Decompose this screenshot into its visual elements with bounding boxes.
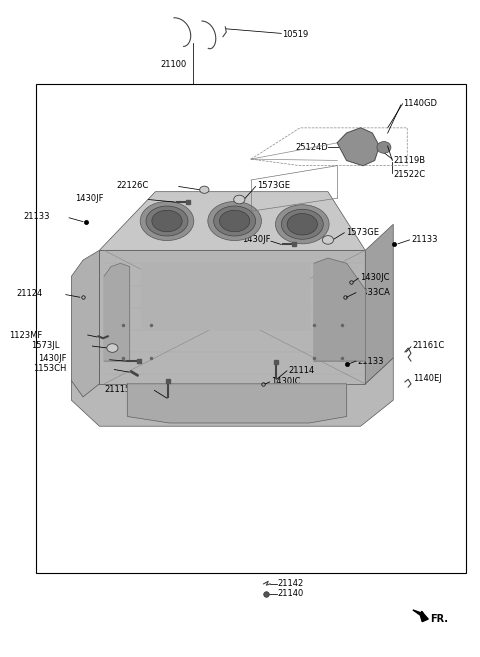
Text: 1430JC: 1430JC bbox=[360, 273, 389, 283]
Text: 21161C: 21161C bbox=[413, 341, 445, 350]
Polygon shape bbox=[365, 224, 393, 384]
Ellipse shape bbox=[146, 206, 188, 236]
Text: 25124D: 25124D bbox=[295, 143, 328, 152]
Polygon shape bbox=[72, 250, 99, 397]
Polygon shape bbox=[314, 258, 365, 361]
Ellipse shape bbox=[200, 186, 209, 193]
Ellipse shape bbox=[208, 202, 262, 240]
Text: 1430JF: 1430JF bbox=[241, 235, 270, 244]
Text: 21133: 21133 bbox=[24, 212, 50, 221]
Polygon shape bbox=[127, 384, 347, 423]
Text: 21133: 21133 bbox=[411, 235, 437, 244]
Text: 21100: 21100 bbox=[160, 60, 186, 69]
Text: 21119B: 21119B bbox=[393, 156, 425, 165]
Ellipse shape bbox=[214, 206, 256, 236]
Text: 10519: 10519 bbox=[282, 30, 309, 39]
Text: 21522C: 21522C bbox=[393, 170, 425, 179]
Text: 1153CH: 1153CH bbox=[33, 365, 67, 373]
Ellipse shape bbox=[140, 202, 194, 240]
Polygon shape bbox=[99, 250, 365, 384]
Ellipse shape bbox=[219, 210, 250, 232]
Ellipse shape bbox=[281, 210, 324, 239]
Ellipse shape bbox=[234, 195, 245, 204]
Polygon shape bbox=[104, 263, 130, 361]
Bar bbox=[36, 84, 466, 573]
Ellipse shape bbox=[276, 205, 329, 244]
Polygon shape bbox=[141, 263, 309, 328]
Text: 1430JC: 1430JC bbox=[271, 377, 300, 386]
Ellipse shape bbox=[377, 141, 391, 153]
Text: 21142: 21142 bbox=[277, 579, 304, 589]
Text: 21124: 21124 bbox=[16, 289, 42, 298]
Ellipse shape bbox=[323, 236, 334, 244]
Text: 21114: 21114 bbox=[288, 366, 314, 374]
Text: 1573JL: 1573JL bbox=[31, 341, 60, 350]
Text: 1573GE: 1573GE bbox=[257, 181, 290, 190]
Text: 1573GE: 1573GE bbox=[346, 227, 379, 237]
Text: 1140GD: 1140GD bbox=[404, 99, 437, 108]
Text: FR.: FR. bbox=[430, 614, 448, 624]
Text: 1140EJ: 1140EJ bbox=[413, 374, 442, 382]
Ellipse shape bbox=[287, 214, 317, 235]
Text: 1123MF: 1123MF bbox=[9, 330, 42, 340]
Ellipse shape bbox=[107, 344, 118, 352]
Text: 21115E: 21115E bbox=[104, 385, 136, 394]
Text: 1430JF: 1430JF bbox=[74, 194, 103, 203]
Polygon shape bbox=[413, 610, 428, 622]
Text: 21140: 21140 bbox=[277, 589, 304, 598]
Polygon shape bbox=[99, 192, 365, 250]
Text: 21133: 21133 bbox=[357, 357, 384, 365]
Polygon shape bbox=[337, 128, 379, 166]
Text: 22126C: 22126C bbox=[116, 181, 148, 190]
Ellipse shape bbox=[152, 210, 182, 232]
Text: 1430JF: 1430JF bbox=[38, 354, 67, 363]
Text: 1433CA: 1433CA bbox=[357, 288, 390, 296]
Polygon shape bbox=[72, 358, 393, 426]
